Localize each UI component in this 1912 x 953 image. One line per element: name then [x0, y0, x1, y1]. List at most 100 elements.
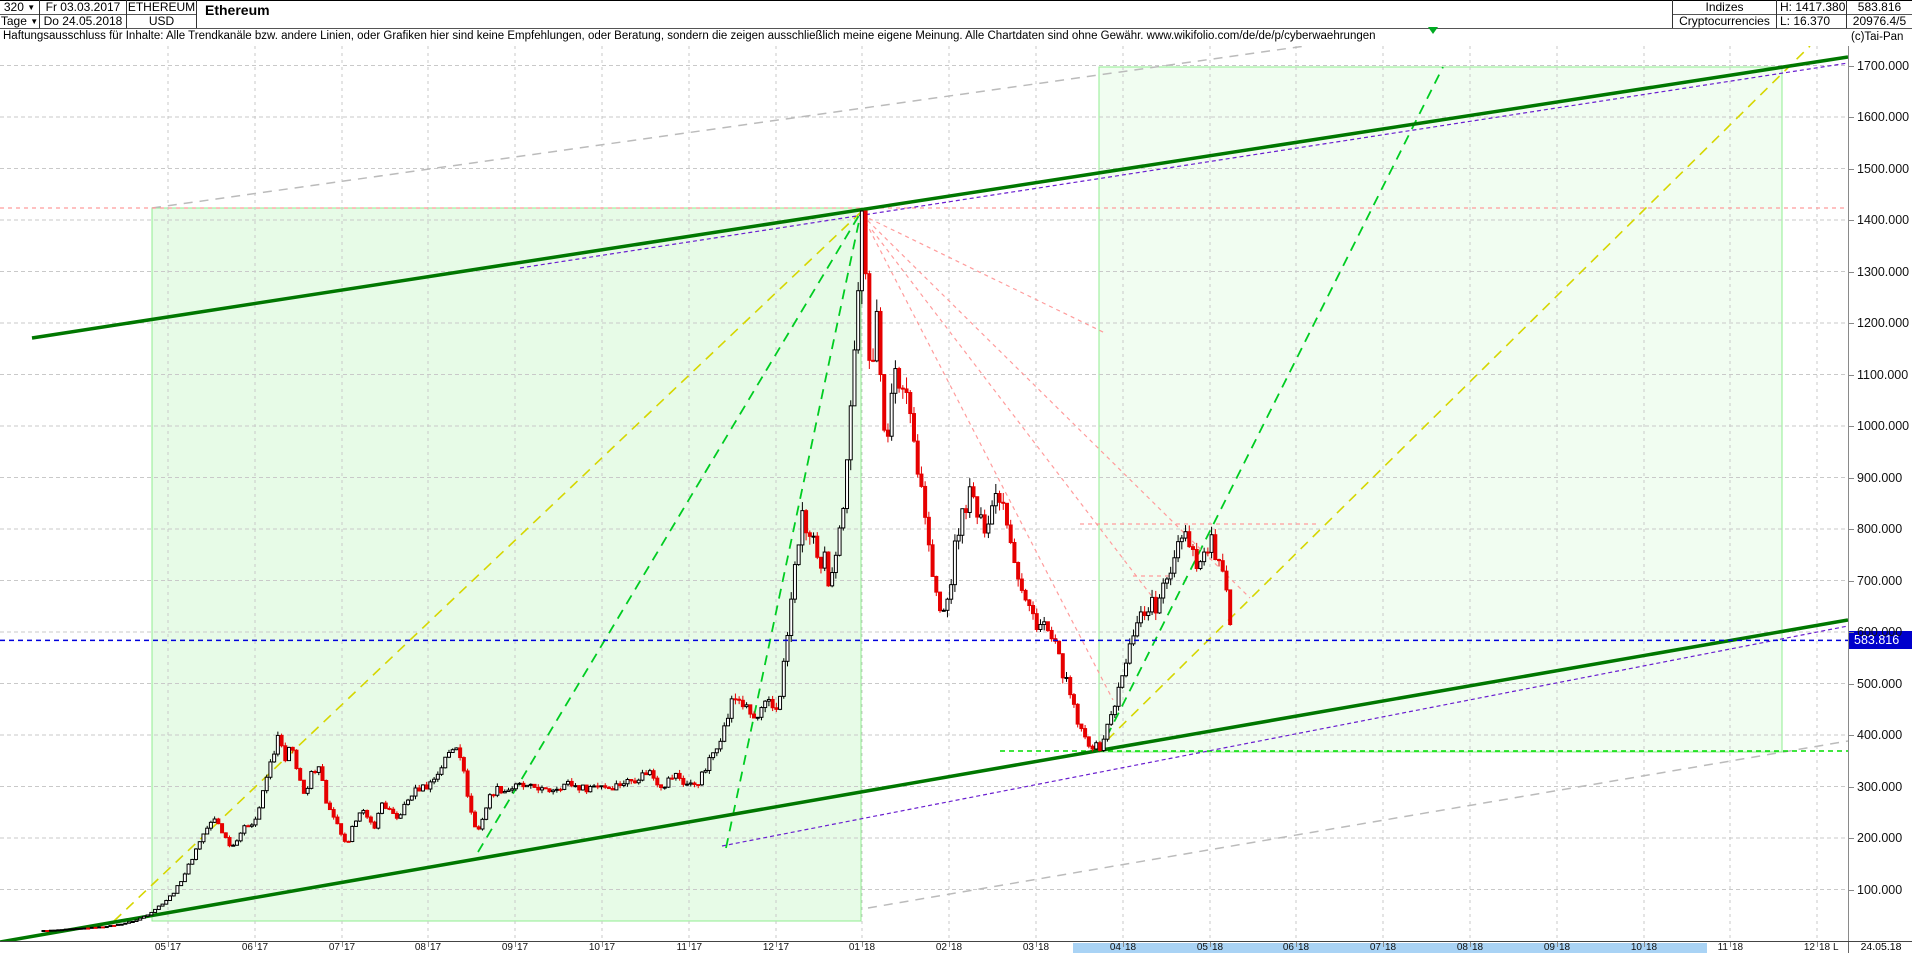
date-range-cell[interactable]: Fr 03.03.2017 Do 24.05.2018	[40, 0, 127, 28]
time-axis-tick	[1730, 942, 1731, 947]
time-axis-year: 18	[1212, 942, 1224, 953]
price-axis-tick	[1849, 374, 1854, 376]
grey-trend-line	[151, 46, 1306, 209]
scroll-marker-icon	[1428, 27, 1438, 34]
time-axis-year: 17	[344, 942, 356, 953]
group-cell: Indizes Cryptocurrencies	[1672, 0, 1777, 28]
time-axis-month: 05	[154, 942, 166, 953]
page-title: Ethereum	[205, 2, 270, 18]
time-axis-month: 08	[1456, 942, 1468, 953]
price-axis-tick	[1849, 683, 1854, 685]
price-axis-label: 400.000	[1857, 728, 1903, 742]
time-axis-year: 18	[1385, 942, 1397, 953]
time-axis-month: 07	[1369, 942, 1381, 953]
price-axis-label: 100.000	[1857, 882, 1903, 897]
price-axis-tick	[1849, 426, 1854, 427]
price-axis-tick	[1849, 220, 1854, 221]
group-line1: Indizes	[1705, 0, 1744, 14]
price-axis-tick	[1849, 477, 1854, 479]
price-axis-tick	[1849, 735, 1854, 736]
price-axis-label: 1200.000	[1857, 316, 1910, 330]
time-axis-month: 09	[1543, 942, 1555, 953]
time-axis-month: 03	[1022, 942, 1034, 953]
time-axis-tick	[1383, 942, 1384, 947]
time-axis-tick	[602, 942, 603, 947]
date-from[interactable]: Fr 03.03.2017	[45, 0, 121, 14]
time-axis-year: 17	[517, 942, 529, 953]
high-value: H: 1417.380	[1780, 0, 1846, 14]
time-axis-tick	[1210, 942, 1211, 947]
time-axis-month: 08	[414, 942, 426, 953]
time-axis-tick	[1036, 942, 1037, 947]
price-axis-tick	[1849, 271, 1854, 273]
disclaimer-text: Haftungsausschluss für Inhalte: Alle Tre…	[3, 30, 1376, 42]
copyright-label: (c)Tai-Pan	[1851, 31, 1904, 43]
time-axis-month: 07	[328, 942, 340, 953]
price-axis-tick	[1849, 65, 1854, 67]
time-axis-year: 17	[691, 942, 703, 953]
price-axis-label: 600.000	[1857, 625, 1903, 639]
time-axis-month: 12	[762, 942, 774, 953]
candlestick-chart-area[interactable]	[0, 46, 1848, 941]
time-axis-tick	[1644, 942, 1645, 947]
bars-count[interactable]: 320	[3, 0, 24, 14]
price-axis-label: 300.000	[1857, 779, 1903, 794]
time-axis-tick	[1470, 942, 1471, 947]
price-axis-tick	[1849, 786, 1854, 788]
time-axis-tick	[255, 942, 256, 947]
price-axis-label: 1100.000	[1857, 367, 1909, 382]
dark-green-channel-line	[31, 55, 1848, 340]
time-axis-tick	[515, 942, 516, 947]
date-to[interactable]: Do 24.05.2018	[43, 14, 123, 28]
time-axis-year: 18	[1125, 942, 1137, 953]
time-axis-year: 17	[778, 942, 790, 953]
header-bottom-border	[0, 28, 1912, 29]
secondary-value: 20976.4/5	[1852, 14, 1907, 28]
time-range-highlight[interactable]	[1073, 943, 1707, 953]
dark-green-channel-line	[0, 618, 1848, 941]
purple-trend-line	[721, 625, 1848, 847]
price-axis-label: 1600.000	[1857, 110, 1910, 124]
time-axis-month: 05	[1196, 942, 1208, 953]
time-axis-year: 18	[951, 942, 963, 953]
time-axis-tick	[1296, 942, 1297, 947]
window-top-border	[0, 0, 1912, 1]
time-axis-year: 18	[1646, 942, 1658, 953]
time-axis-tick	[776, 942, 777, 947]
symbol-name: ETHEREUM	[127, 0, 196, 14]
time-axis-tick	[689, 942, 690, 947]
time-axis-month: 06	[1282, 942, 1294, 953]
price-axis-tick	[1849, 889, 1854, 891]
period-label[interactable]: Tage	[0, 14, 27, 28]
price-axis-tick	[1849, 580, 1854, 582]
price-axis-label: 1500.000	[1857, 161, 1910, 176]
chevron-down-icon[interactable]: ▼	[30, 17, 39, 26]
last-price: 583.816	[1857, 0, 1902, 14]
chevron-down-icon[interactable]: ▼	[27, 3, 36, 12]
current-price-label: 583.816	[1849, 631, 1912, 650]
pink-fan-line	[861, 214, 1251, 599]
price-axis-label: 1300.000	[1857, 264, 1910, 279]
time-axis: L 24.05.18 05 17 06 17 07 17 08 17 09 17 10 17 11 17 1…	[0, 941, 1912, 953]
price-axis-tick	[1849, 529, 1854, 530]
high-low-cell: H: 1417.380 L: 16.370	[1777, 0, 1847, 28]
green-dashed-trend-line	[1098, 66, 1444, 753]
price-axis-tick	[1849, 632, 1854, 633]
time-axis-year: 17	[170, 942, 182, 953]
time-axis-month: 06	[241, 942, 253, 953]
time-axis-tick	[1817, 942, 1818, 947]
time-axis-month: 11	[1717, 942, 1728, 953]
time-axis-month: 12	[1803, 942, 1815, 953]
time-axis-year: 18	[1298, 942, 1310, 953]
price-axis-tick	[1849, 117, 1854, 118]
time-axis-month: 09	[501, 942, 513, 953]
time-axis-year: 18	[864, 942, 876, 953]
price-axis-tick	[1849, 323, 1854, 324]
projection-region	[1098, 66, 1783, 753]
price-axis: 583.816 1700.000 1600.000 1500.000 1400.000…	[1848, 46, 1912, 941]
bars-period-cell[interactable]: 320 ▼ Tage ▼	[0, 0, 40, 28]
time-axis-tick	[1557, 942, 1558, 947]
time-axis-tick	[1123, 942, 1124, 947]
yellow-trend-line	[1094, 46, 1811, 753]
